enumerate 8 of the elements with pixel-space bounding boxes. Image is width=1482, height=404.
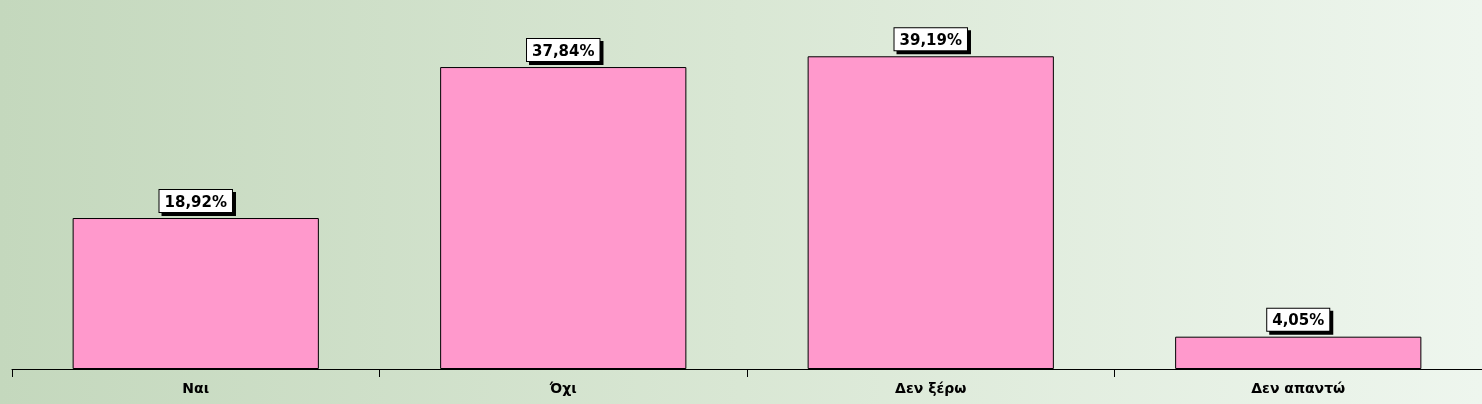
x-tick-label: Δεν απαντώ xyxy=(1251,380,1346,396)
x-tick-label: Δεν ξέρω xyxy=(895,380,967,396)
data-label: 4,05% xyxy=(1272,311,1325,330)
data-label: 39,19% xyxy=(899,30,962,49)
x-tick-label: Όχι xyxy=(548,380,577,396)
data-label: 37,84% xyxy=(532,41,595,60)
x-tick-label: Ναι xyxy=(182,380,210,396)
data-label: 18,92% xyxy=(164,192,227,211)
